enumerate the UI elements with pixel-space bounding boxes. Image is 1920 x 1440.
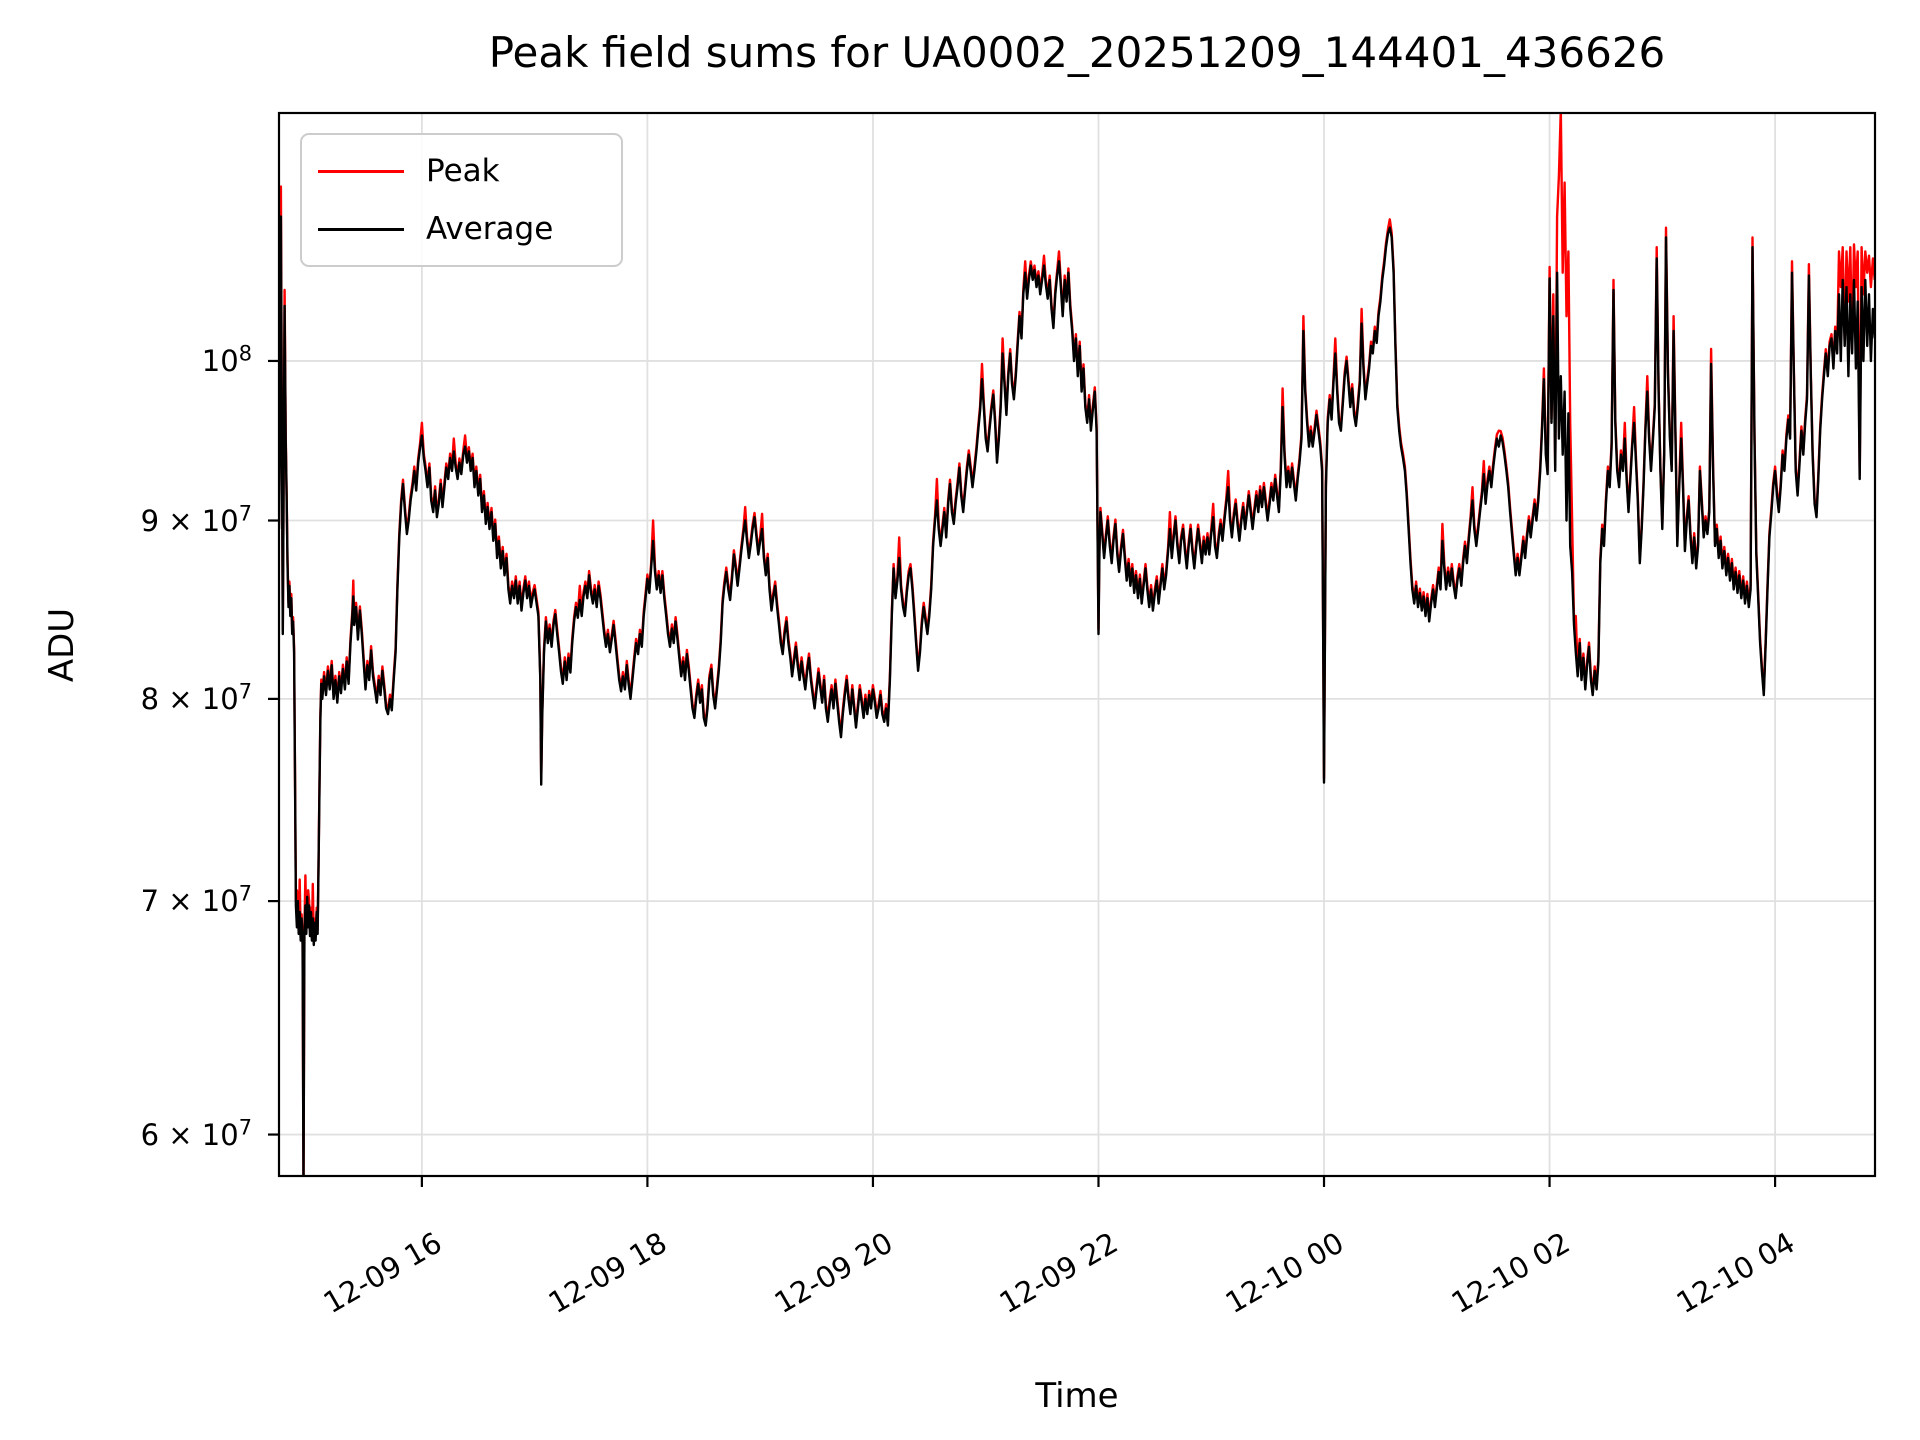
- y-tick-label: 8 × 107: [140, 679, 252, 716]
- tick-marks: [268, 359, 1777, 1187]
- legend-entry-peak: Peak: [302, 149, 621, 193]
- peak-line-swatch: [318, 169, 404, 173]
- x-axis-label: Time: [1035, 1376, 1119, 1416]
- y-tick-label: 6 × 107: [140, 1114, 252, 1152]
- y-tick-label: 9 × 107: [140, 500, 252, 538]
- y-tick-label: 7 × 107: [140, 881, 252, 919]
- plot-frame: [277, 111, 1877, 1178]
- legend: Peak Average: [300, 133, 623, 267]
- peak-line: [279, 113, 1875, 1176]
- legend-average-label: Average: [426, 211, 554, 247]
- y-axis-label: ADU: [42, 607, 82, 683]
- y-tick-label: 108: [201, 341, 252, 378]
- chart-title: Peak field sums for UA0002_20251209_1444…: [488, 28, 1666, 77]
- average-line-swatch: [318, 227, 404, 231]
- average-line: [279, 215, 1875, 1176]
- legend-entry-average: Average: [302, 207, 621, 251]
- legend-peak-label: Peak: [426, 153, 500, 189]
- grid: [279, 113, 1875, 1176]
